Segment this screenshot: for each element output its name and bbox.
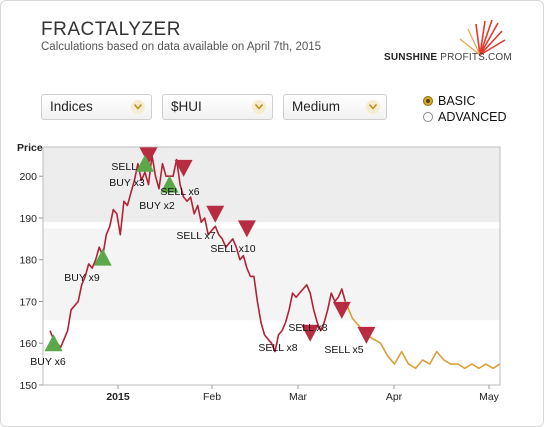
history-line (49, 154, 347, 353)
sell-signal-marker (357, 326, 376, 344)
ticker-select[interactable]: $HUI (162, 94, 273, 120)
horizon-select-value: Medium (292, 99, 341, 114)
sunshine-logo-text: SUNSHINE PROFITS.COM (384, 52, 512, 63)
sell-signal-label: SELL x10 (210, 243, 255, 255)
buy-signal-marker (93, 248, 112, 266)
y-tick-label: 180 (19, 255, 37, 267)
zone-band (43, 228, 500, 321)
page-subtitle: Calculations based on data available on … (41, 41, 322, 53)
x-tick-label: Mar (289, 391, 308, 403)
x-tick-label: May (479, 391, 500, 403)
horizon-select[interactable]: Medium (283, 94, 387, 120)
buy-signal-label: BUY x2 (139, 200, 175, 212)
buy-signal-label: BUY x3 (109, 177, 145, 189)
sell-signal-label: SELL x6 (160, 186, 199, 198)
x-tick-label: Apr (386, 391, 403, 403)
page-title: FRACTALYZER (41, 19, 181, 40)
plot-frame (42, 146, 501, 386)
sell-signal-marker (332, 301, 351, 319)
sell-signal-label: SELL x7 (176, 230, 215, 242)
buy-signal-label: BUY x9 (64, 272, 100, 284)
buy-signal-marker (160, 175, 179, 193)
logo-light: PROFITS.COM (437, 52, 512, 63)
x-tick-label: 2015 (106, 391, 130, 403)
sell-signal-label: SELL x8 (288, 322, 327, 334)
sell-signal-marker (174, 159, 193, 177)
mode-advanced-label: ADVANCED (438, 110, 507, 124)
radio-selected-icon (423, 96, 433, 106)
sell-signal-marker (206, 205, 225, 223)
forecast-line (344, 301, 501, 370)
chevron-down-icon (366, 100, 380, 114)
y-tick-label: 200 (19, 171, 37, 183)
mode-basic-label: BASIC (438, 94, 476, 108)
sell-signal-marker (237, 220, 256, 238)
sell-signal-label: SELL x8 (258, 342, 297, 354)
market-select-value: Indices (50, 99, 93, 114)
chevron-down-icon (131, 100, 145, 114)
y-axis-label: Price (17, 142, 43, 154)
logo-bold: SUNSHINE (384, 52, 438, 63)
y-tick-label: 170 (19, 296, 37, 308)
x-tick-label: Feb (203, 391, 221, 403)
sell-signal-marker (301, 324, 320, 342)
buy-signal-marker (135, 154, 154, 172)
market-select[interactable]: Indices (41, 94, 152, 120)
ticker-select-value: $HUI (171, 99, 202, 114)
sell-signal-marker (139, 147, 158, 165)
buy-signal-marker (44, 334, 63, 352)
zone-band (43, 147, 500, 223)
sunshine-logo-icon (459, 19, 506, 56)
sell-signal-label: SELL x5 (324, 344, 363, 356)
buy-signal-label: BUY x6 (30, 356, 66, 368)
radio-unselected-icon (423, 112, 433, 122)
y-tick-label: 160 (19, 338, 37, 350)
y-tick-label: 190 (19, 213, 37, 225)
chevron-down-icon (252, 100, 266, 114)
y-tick-label: 150 (19, 380, 37, 392)
